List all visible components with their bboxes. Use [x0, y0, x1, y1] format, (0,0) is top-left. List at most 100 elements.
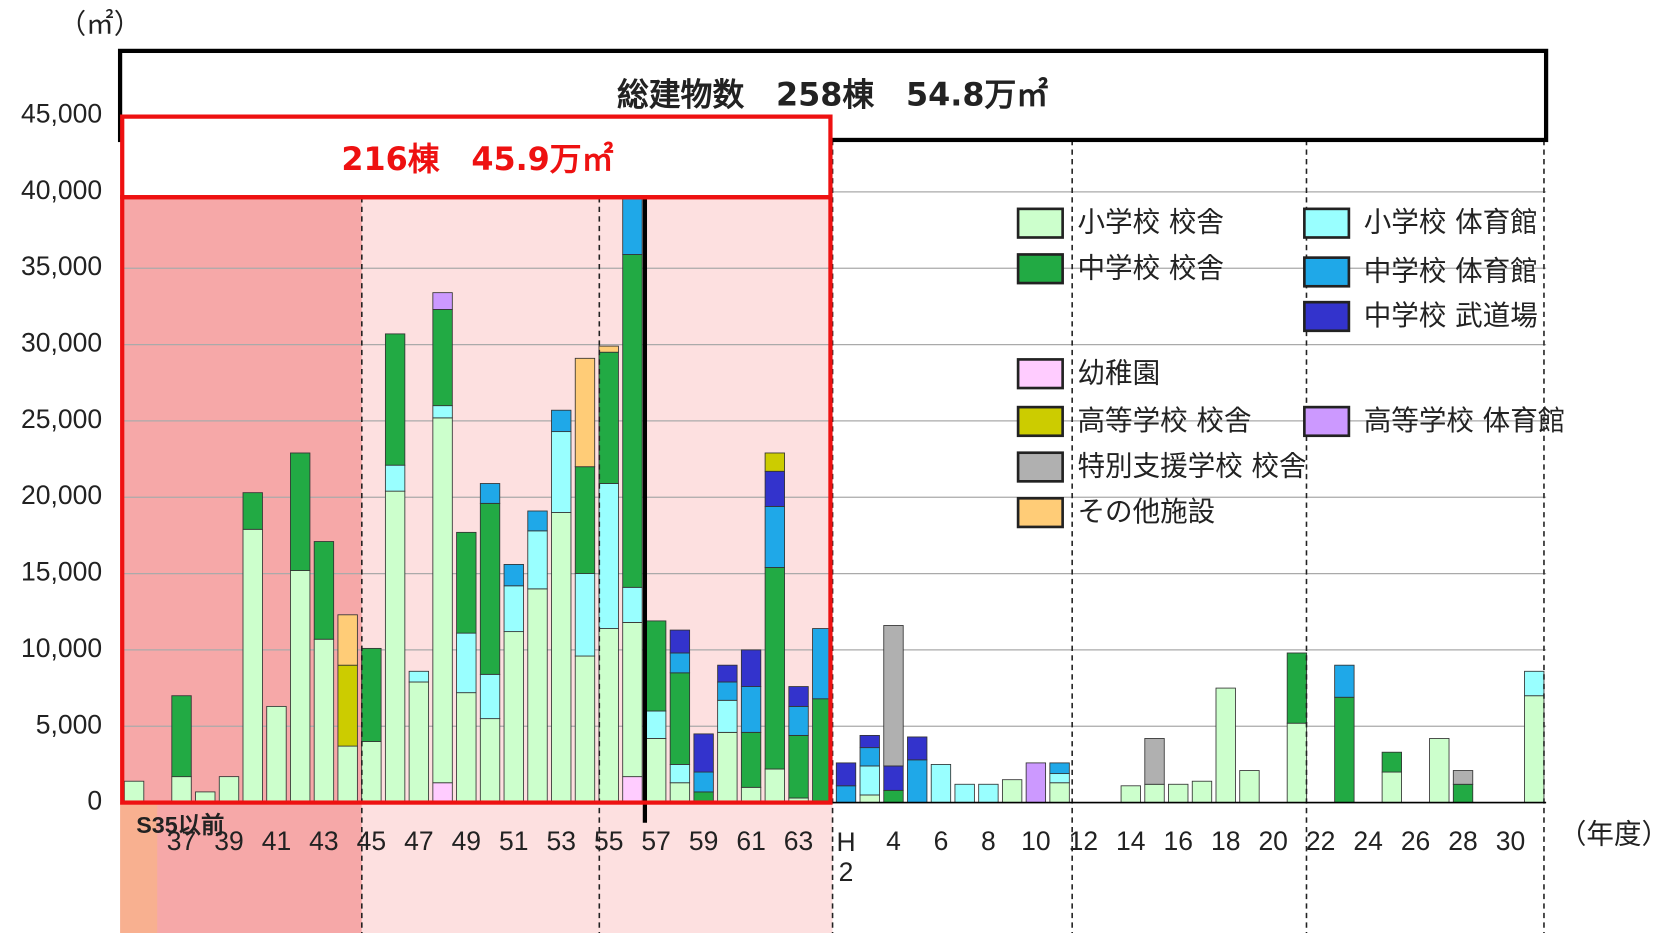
- legend-swatch: [1303, 300, 1351, 333]
- bar-segment: [669, 763, 691, 784]
- bar-segment: [669, 672, 691, 765]
- x-tick-label: 6: [934, 826, 949, 856]
- bar-segment: [883, 765, 904, 791]
- legend-label: 幼稚園: [1077, 357, 1160, 389]
- y-tick-label: 25,000: [21, 404, 102, 434]
- bar-segment: [1215, 687, 1236, 804]
- bar-segment: [242, 492, 263, 530]
- bar-segment: [717, 664, 738, 683]
- bar-segment: [218, 776, 240, 804]
- bar-segment: [859, 765, 880, 796]
- legend-label: 高等学校 体育館: [1364, 405, 1566, 437]
- x-tick-label: 8: [981, 826, 996, 856]
- bar-segment: [788, 686, 809, 707]
- x-tick-label: 41: [262, 826, 291, 856]
- bar-segment: [717, 699, 738, 733]
- bar-segment: [1452, 770, 1474, 785]
- bar-segment: [337, 614, 358, 666]
- y-tick-label: 40,000: [21, 175, 102, 205]
- subtotal-frame: [120, 195, 833, 805]
- bar-segment: [622, 622, 643, 778]
- legend-swatch: [1016, 496, 1064, 529]
- bar-segment: [1168, 783, 1189, 804]
- bar-segment: [1429, 738, 1450, 804]
- bar-segment: [503, 563, 524, 587]
- bar-segment: [527, 530, 548, 590]
- bar-segment: [788, 734, 809, 799]
- legend-label: 高等学校 校舎: [1077, 405, 1251, 437]
- legend-swatch: [1016, 207, 1064, 239]
- bar-segment: [574, 655, 596, 804]
- bar-segment: [242, 528, 263, 804]
- x-tick-label: 30: [1496, 826, 1525, 856]
- x-tick-label: 12: [1069, 826, 1098, 856]
- bar-segment: [859, 794, 880, 804]
- bar-segment: [527, 588, 548, 804]
- bar-segment: [527, 510, 548, 532]
- bar-segment: [669, 652, 691, 674]
- bar-segment: [503, 585, 524, 633]
- legend-swatch: [1016, 451, 1064, 483]
- bar-segment: [1049, 762, 1070, 775]
- bar-segment: [622, 586, 643, 623]
- bar-segment: [456, 531, 477, 634]
- bar-segment: [859, 734, 880, 749]
- bar-segment: [835, 785, 857, 804]
- bar-segment: [503, 631, 524, 804]
- bar-segment: [361, 647, 382, 742]
- y-tick-label: 35,000: [21, 251, 102, 281]
- x-tick-label: 39: [214, 826, 243, 856]
- bar-segment: [1286, 652, 1308, 724]
- legend-swatch: [1303, 405, 1351, 438]
- bar-segment: [1144, 783, 1165, 804]
- subtitle: 216棟 45.9万㎡: [341, 141, 613, 178]
- bar-segment: [693, 771, 714, 793]
- x-tick-label: 55: [594, 826, 623, 856]
- bar-segment: [788, 705, 809, 736]
- bar-segment: [384, 333, 406, 466]
- bar-segment: [1001, 779, 1023, 804]
- x-tick-label: S35以前: [136, 811, 224, 838]
- bar-segment: [456, 632, 477, 694]
- y-tick-label: 0: [87, 786, 102, 816]
- x-tick-label: 18: [1211, 826, 1240, 856]
- bar-segment: [479, 673, 501, 720]
- y-tick-label: 30,000: [21, 328, 102, 358]
- x-tick-label: 22: [1306, 826, 1335, 856]
- bar-segment: [669, 629, 691, 654]
- bar-segment: [1334, 696, 1355, 804]
- bar-segment: [171, 776, 192, 804]
- bar-segment: [1286, 722, 1308, 804]
- x-tick-label: 37: [167, 826, 196, 856]
- y-tick-label: 20,000: [21, 480, 102, 510]
- bar-segment: [764, 768, 785, 804]
- x-tick-label: 28: [1448, 826, 1477, 856]
- x-tick-label: 59: [689, 826, 718, 856]
- bar-segment: [622, 254, 643, 588]
- bar-segment: [171, 695, 192, 778]
- x-tick-label: 49: [452, 826, 481, 856]
- bar-segment: [384, 464, 406, 492]
- x-tick-label: H2: [831, 827, 861, 887]
- bar-segment: [1381, 751, 1402, 773]
- bar-segment: [646, 710, 667, 739]
- bar-segment: [740, 731, 762, 788]
- bar-segment: [717, 681, 738, 701]
- bar-segment: [574, 573, 596, 657]
- x-tick-label: 47: [404, 826, 433, 856]
- x-tick-label: 4: [886, 826, 901, 856]
- bar-segment: [408, 670, 430, 683]
- x-tick-label: 16: [1164, 826, 1193, 856]
- x-tick-label: 57: [641, 826, 670, 856]
- legend-label: その他施設: [1077, 496, 1215, 528]
- legend-label: 中学校 武道場: [1364, 300, 1538, 332]
- bar-segment: [598, 628, 619, 804]
- bar-segment: [361, 741, 382, 804]
- x-tick-label: 53: [546, 826, 575, 856]
- bar-segment: [551, 409, 572, 433]
- bar-segment: [574, 357, 596, 468]
- bar-segment: [764, 505, 785, 568]
- bar-segment: [1524, 670, 1545, 697]
- subtotal-box: [120, 114, 833, 200]
- bar-segment: [669, 782, 691, 804]
